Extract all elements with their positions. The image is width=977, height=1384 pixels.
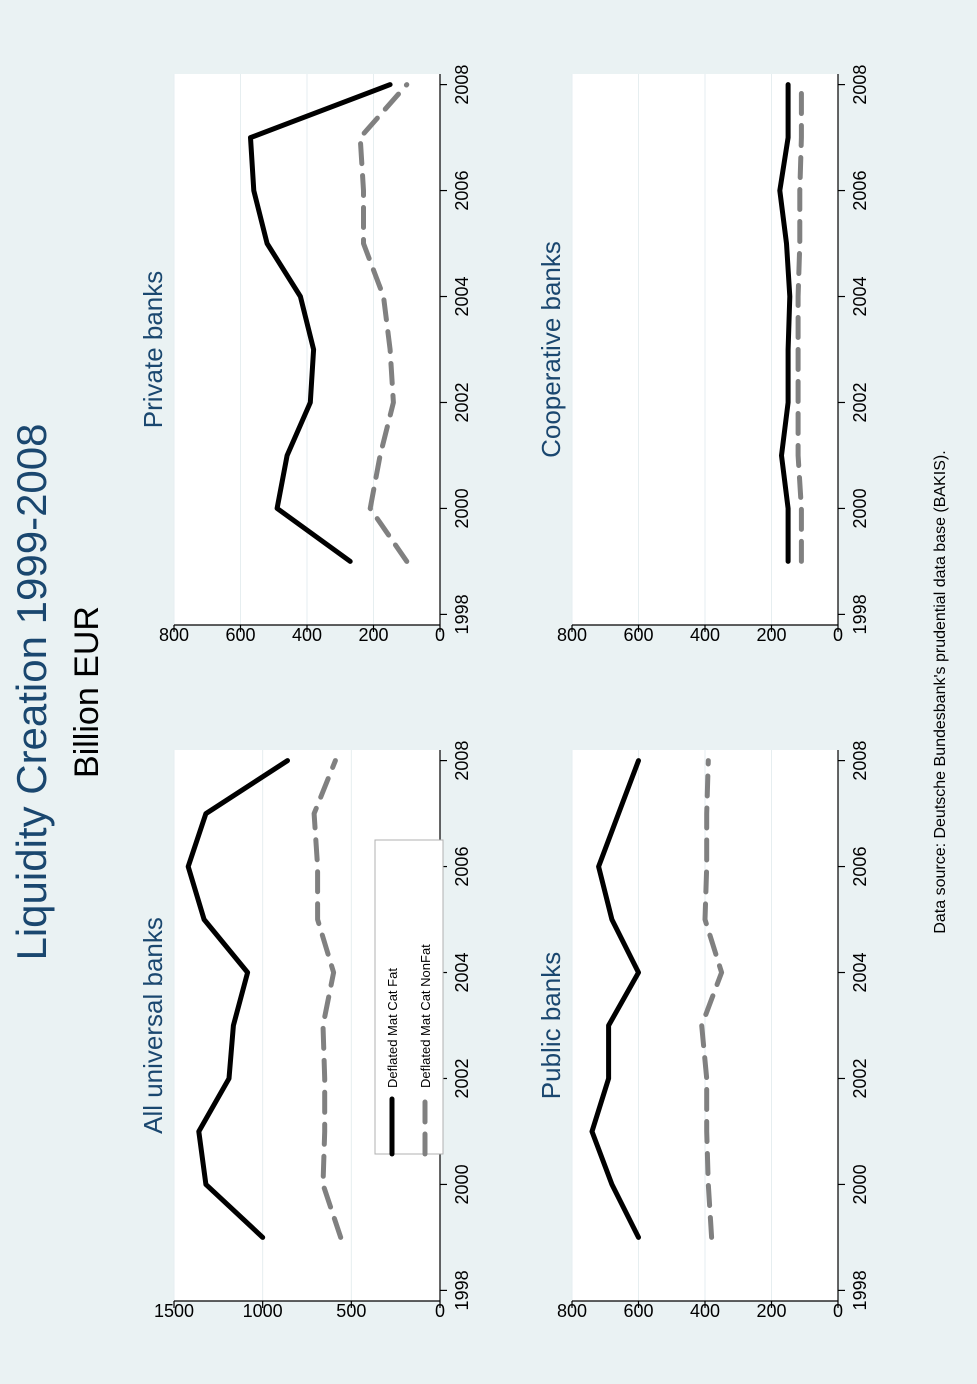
y-tick-label: 500 (336, 1301, 366, 1321)
x-tick-label: 2004 (452, 276, 472, 316)
series-nonfat-line (795, 82, 804, 564)
y-tick-label: 200 (756, 1301, 786, 1321)
x-tick-label: 2006 (452, 171, 472, 211)
y-tick-label: 0 (435, 625, 445, 645)
x-tick-label: 2008 (452, 741, 472, 781)
panel-title: All universal banks (138, 917, 168, 1134)
x-tick-label: 2004 (850, 952, 870, 992)
x-tick-label: 2006 (850, 171, 870, 211)
x-tick-label: 2002 (850, 1058, 870, 1098)
y-tick-label: 200 (358, 625, 388, 645)
y-tick-label: 400 (690, 625, 720, 645)
x-tick-label: 2008 (452, 65, 472, 105)
x-tick-label: 1998 (452, 1270, 472, 1310)
series-fat-line (589, 758, 641, 1240)
series-fat-line (248, 82, 393, 564)
x-tick-label: 2006 (850, 847, 870, 887)
y-tick-label: 1000 (243, 1301, 283, 1321)
y-tick-label: 800 (557, 1301, 587, 1321)
x-tick-label: 2002 (452, 1058, 472, 1098)
series-nonfat-line (357, 82, 410, 564)
panel-title: Cooperative banks (536, 241, 566, 458)
legend-label: Deflated Mat Cat Fat (385, 968, 400, 1088)
x-tick-label: 1998 (452, 594, 472, 634)
y-tick-label: 0 (833, 625, 843, 645)
y-tick-label: 600 (225, 625, 255, 645)
x-tick-label: 2000 (452, 1164, 472, 1204)
legend: Deflated Mat Cat Fat Deflated Mat Cat Non… (374, 839, 444, 1157)
series-fat-line (185, 758, 290, 1240)
panel-title: Public banks (536, 952, 566, 1099)
plot-area (174, 750, 440, 1301)
y-tick-label: 200 (756, 625, 786, 645)
panel-3: 1998 2000 2002 2004 2006 2008 0 200 400 600 800 Pub… (536, 741, 870, 1321)
y-tick-label: 400 (690, 1301, 720, 1321)
source-note: Data source: Deutsche Bundesbank's prude… (932, 450, 949, 934)
x-tick-label: 2000 (850, 1164, 870, 1204)
y-tick-label: 1500 (154, 1301, 194, 1321)
x-tick-label: 2004 (850, 276, 870, 316)
x-tick-label: 1998 (850, 1270, 870, 1310)
y-tick-label: 600 (623, 1301, 653, 1321)
series-nonfat-line (699, 758, 725, 1240)
x-tick-label: 2000 (850, 488, 870, 528)
x-tick-label: 1998 (850, 594, 870, 634)
panel-title: Private banks (138, 271, 168, 429)
x-tick-label: 2008 (850, 741, 870, 781)
y-tick-label: 600 (623, 625, 653, 645)
y-tick-label: 800 (159, 625, 189, 645)
series-nonfat-line (311, 758, 344, 1240)
x-tick-label: 2002 (452, 382, 472, 422)
y-tick-label: 0 (435, 1301, 445, 1321)
y-tick-label: 0 (833, 1301, 843, 1321)
panel-2: 1998 2000 2002 2004 2006 2008 0 200 400 600 800 Pri… (138, 65, 472, 645)
x-tick-label: 2000 (452, 488, 472, 528)
x-tick-label: 2002 (850, 382, 870, 422)
y-tick-label: 400 (292, 625, 322, 645)
x-tick-label: 2006 (452, 847, 472, 887)
panel-1: 1998 2000 2002 2004 2006 2008 0 500 1000 1500 All … (138, 741, 472, 1321)
y-tick-label: 800 (557, 625, 587, 645)
panel-4: 1998 2000 2002 2004 2006 2008 0 200 400 600 800 Coo… (536, 65, 870, 645)
series-fat-line (777, 82, 793, 564)
x-tick-label: 2004 (452, 952, 472, 992)
legend-label: Deflated Mat Cat NonFat (418, 944, 433, 1088)
legend-box (374, 839, 444, 1155)
x-tick-label: 2008 (850, 65, 870, 105)
